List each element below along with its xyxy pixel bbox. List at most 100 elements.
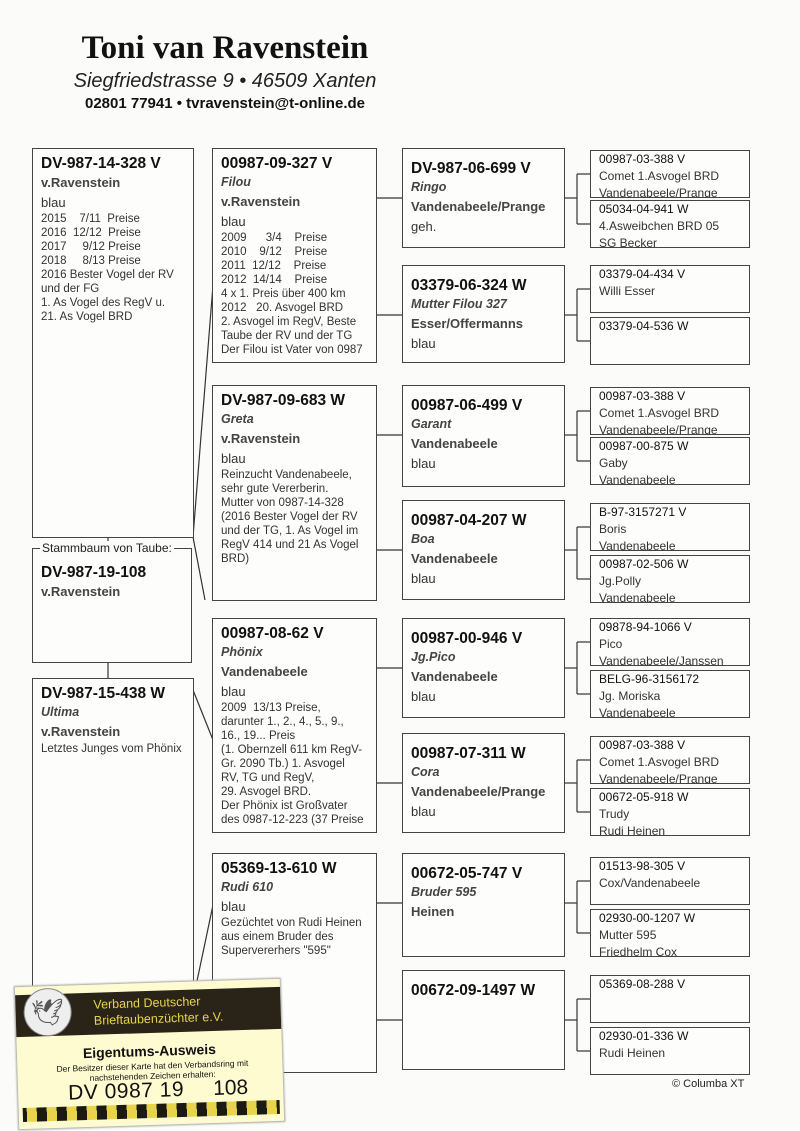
note-line: (2016 Bester Vogel der RV: [221, 511, 358, 523]
parent-box: 00987-08-62 V Phönix Vandenabeele blau 2009 …: [212, 618, 377, 833]
note-line: Der Filou ist Vater von 0987: [221, 344, 363, 356]
ggp-line: Pico: [599, 637, 623, 651]
pigeon-name: Bruder 595: [411, 885, 477, 899]
ggp-line: 00987-03-388 V: [599, 152, 686, 166]
ggp-line: Comet 1.Asvogel BRD: [599, 169, 720, 183]
ggp-line: 03379-04-434 V: [599, 267, 686, 281]
color: blau: [411, 571, 436, 586]
breeder: Heinen: [411, 904, 455, 919]
note-line: 21. As Vogel BRD: [41, 311, 133, 323]
note-line: 2011 12/12 Preise: [221, 260, 327, 272]
note-line: (1. Obernzell 611 km RegV-: [221, 744, 363, 756]
ring-number: 00987-06-499 V: [411, 397, 523, 414]
great-grandparent-box: 00987-03-388 V Comet 1.Asvogel BRD Vandena…: [590, 150, 750, 198]
ggp-line: Jg. Moriska: [599, 689, 661, 703]
great-grandparent-box: 05369-08-288 V: [590, 975, 750, 1023]
ggp-line: BELG-96-3156172: [599, 672, 700, 686]
grandparent-box: 00987-04-207 W Boa Vandenabeele blau: [402, 500, 565, 600]
note-line: 2018 8/13 Preise: [41, 255, 141, 267]
color: blau: [221, 899, 246, 914]
ggp-line: 00987-00-875 W: [599, 439, 689, 453]
subject-box: DV-987-14-328 V v.Ravenstein blau 2015 7/11…: [32, 148, 194, 538]
note-line: Gezüchtet von Rudi Heinen: [221, 917, 362, 929]
note-line: 1. As Vogel des RegV u.: [41, 297, 166, 309]
note-line: des 0987-12-223 (37 Preise: [221, 814, 364, 826]
note-line: 2017 9/12 Preise: [41, 241, 141, 253]
breeder: Esser/Offermanns: [411, 316, 523, 331]
color: geh.: [411, 219, 437, 234]
note-line: RegV 414 und 21 As Vogel: [221, 539, 359, 551]
note-line: 16., 19... Preis: [221, 730, 296, 742]
breeder: Vandenabeele: [411, 436, 498, 451]
ring-number: 00672-09-1497 W: [411, 982, 536, 999]
color: blau: [411, 804, 436, 819]
ggp-line: Vandenabeele: [599, 591, 676, 603]
breeder-address: Siegfriedstrasse 9 • 46509 Xanten: [73, 70, 377, 92]
note-line: 2012 20. Asvogel BRD: [221, 302, 344, 314]
grandparent-box: DV-987-06-699 V Ringo Vandenabeele/Prange g…: [402, 148, 565, 248]
color: blau: [411, 689, 436, 704]
ownership-card: 🕊 Verband Deutscher Brieftaubenzüchter e.…: [13, 977, 286, 1131]
ring-number: 00672-05-747 V: [411, 865, 523, 882]
note-line: Taube der RV und der TG: [221, 330, 353, 342]
color: blau: [221, 684, 246, 699]
connector-line: [192, 284, 214, 538]
color: blau: [221, 451, 246, 466]
ggp-line: Friedhelm Cox: [599, 945, 678, 957]
ggp-line: Trudy: [599, 807, 630, 821]
pigeon-name: Greta: [221, 412, 254, 426]
note-line: 2016 Bester Vogel der RV: [41, 269, 174, 281]
ring-number: 00987-00-946 V: [411, 630, 523, 647]
note-line: 2. Asvogel im RegV, Beste: [221, 316, 357, 328]
note-line: aus einem Bruder des: [221, 931, 334, 943]
ring-number: 00987-08-62 V: [221, 625, 324, 642]
pigeon-name: Ultima: [41, 705, 80, 719]
breeder: Vandenabeele: [411, 551, 498, 566]
grandparent-box: 00672-09-1497 W: [402, 970, 565, 1070]
note-line: Mutter von 0987-14-328: [221, 497, 344, 509]
ring-number: 03379-06-324 W: [411, 277, 527, 294]
ggp-line: Vandenabeele: [599, 473, 676, 485]
ring-number: 00987-09-327 V: [221, 155, 333, 172]
ggp-line: Jg.Polly: [599, 574, 642, 588]
great-grandparent-box: 02930-00-1207 W Mutter 595 Friedhelm Cox: [590, 909, 750, 957]
pigeon-name: Cora: [411, 765, 440, 779]
grandparent-box: 00987-06-499 V Garant Vandenabeele blau: [402, 385, 565, 487]
card-pattern-strip: [22, 1099, 280, 1123]
grandparent-box: 03379-06-324 W Mutter Filou 327 Esser/Offe…: [402, 265, 565, 363]
breeder: Vandenabeele/Prange: [411, 199, 546, 214]
breeder: v.Ravenstein: [221, 194, 301, 209]
stammbaum-label: Stammbaum von Taube:: [40, 541, 174, 555]
note-line: Der Phönix ist Großvater: [221, 800, 348, 812]
great-grandparent-box: 02930-01-336 W Rudi Heinen: [590, 1027, 750, 1075]
great-grandparent-box: 09878-94-1066 V Pico Vandenabeele/Janssen: [590, 618, 750, 666]
ring-number: DV-987-14-328 V: [41, 155, 161, 172]
parent-box: DV-987-09-683 W Greta v.Ravenstein blau Rein…: [212, 385, 377, 601]
ggp-line: Willi Esser: [599, 284, 655, 298]
breeder: Vandenabeele: [221, 664, 308, 679]
note-line: Letztes Junges vom Phönix: [41, 743, 182, 755]
ring-number: 00987-04-207 W: [411, 512, 527, 529]
note-line: 2009 13/13 Preise,: [221, 702, 321, 714]
note-line: 2012 14/14 Preise: [221, 274, 328, 286]
ggp-line: 05369-08-288 V: [599, 977, 686, 991]
connector-line: [192, 536, 206, 601]
note-line: 4 x 1. Preis über 400 km: [221, 288, 346, 300]
great-grandparent-box: 05034-04-941 W 4.Asweibchen BRD 05 SG Beck…: [590, 200, 750, 248]
pigeon-name: Jg.Pico: [411, 650, 456, 664]
ggp-line: 03379-04-536 W: [599, 319, 689, 333]
breeder: v.Ravenstein: [41, 724, 121, 739]
ggp-line: Cox/Vandenabeele: [599, 876, 701, 890]
pigeon-name: Ringo: [411, 180, 447, 194]
ggp-line: 00987-03-388 V: [599, 389, 686, 403]
great-grandparent-box: 01513-98-305 V Cox/Vandenabeele: [590, 857, 750, 905]
ggp-line: Gaby: [599, 456, 628, 470]
ggp-line: B-97-3157271 V: [599, 505, 687, 519]
parent-box: 00987-09-327 V Filou v.Ravenstein blau 2009 …: [212, 148, 377, 363]
note-line: BRD): [221, 553, 250, 565]
ring-number: DV-987-06-699 V: [411, 160, 531, 177]
note-line: 2010 9/12 Preise: [221, 246, 328, 258]
ring-number: DV-987-19-108: [41, 564, 147, 581]
breeder: v.Ravenstein: [221, 431, 301, 446]
